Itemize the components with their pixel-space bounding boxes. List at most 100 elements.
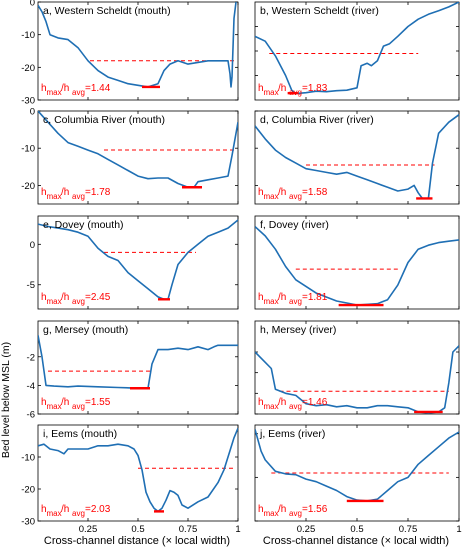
panel-d: d, Columbia River (river) h max/h avg =1.58 [254,110,460,205]
ratio-slash: /h [278,83,286,94]
panel-title: g, Mersey (mouth) [43,324,128,336]
panel-title: f, Dovey (river) [260,219,329,231]
ratio-subscript-max: max [264,88,279,97]
y-tick-label: -10 [21,30,35,41]
ratio-value: =2.03 [85,504,111,515]
y-tick-label: -30 [21,517,35,528]
bed-profile-line [38,219,238,301]
ratio-h: h [41,83,47,94]
ratio-subscript-avg: avg [72,402,85,411]
ratio-h: h [258,292,264,303]
y-tick-label: -2 [27,352,35,363]
y-tick-label: -6 [27,410,35,421]
bed-profile-line [38,427,238,513]
plot-area [38,335,238,390]
ratio-value: =1.56 [302,504,328,515]
ratio-value: =2.45 [85,292,111,303]
ratio-subscript-max: max [47,402,62,411]
plot-area [255,114,459,200]
y-tick-label: -10 [21,453,35,464]
plot-area [255,345,459,414]
ratio-subscript-avg: avg [289,192,302,201]
y-tick-label: 0 [30,0,35,9]
plot-area [38,427,238,513]
ratio-h: h [258,397,264,408]
ratio-slash: /h [61,397,69,408]
x-tick-label: 0.75 [399,524,418,535]
panel-title: c, Columbia River (mouth) [43,114,165,126]
ratio-subscript-max: max [47,297,62,306]
ratio-subscript-max: max [264,509,279,518]
ratio-h: h [41,397,47,408]
panel-f: f, Dovey (river) h max/h avg =1.81 [254,215,460,310]
ratio-slash: /h [61,292,69,303]
panel-title: a, Western Scheldt (mouth) [43,5,171,17]
x-tick-label: 0.5 [350,524,363,535]
bed-profile-line [38,111,238,189]
ratio-slash: /h [61,504,69,515]
bed-profile-line [255,429,459,502]
x-axis-label-right: Cross-channel distance (× local width) [263,535,449,547]
ratio-value: =1.58 [302,187,328,198]
plot-area [38,2,237,89]
plot-area [255,226,459,307]
plot-area [38,111,238,189]
x-tick-label: 0.75 [179,524,198,535]
y-tick-label: 0 [30,107,35,118]
y-tick-label: -5 [27,280,35,291]
x-tick-label: 0.5 [131,524,144,535]
bed-profile-line [38,2,237,88]
y-tick-label: -30 [21,96,35,107]
ratio-value: =1.78 [85,187,111,198]
ratio-subscript-max: max [47,509,62,518]
ratio-value: =1.81 [302,292,328,303]
ratio-value: =1.46 [302,397,328,408]
ratio-subscript-avg: avg [289,509,302,518]
ratio-subscript-max: max [47,88,62,97]
ratio-subscript-max: max [264,402,279,411]
ratio-subscript-avg: avg [289,402,302,411]
ratio-subscript-max: max [47,192,62,201]
panel-title: d, Columbia River (river) [260,114,374,126]
ratio-value: =1.83 [302,83,328,94]
ratio-h: h [41,292,47,303]
panel-e: -5 0 e, Dovey (mouth) h max/h avg =2.45 [27,215,239,310]
y-tick-label: -4 [27,381,35,392]
x-tick-label: 1 [456,524,461,535]
ratio-slash: /h [278,187,286,198]
ratio-subscript-max: max [264,192,279,201]
ratio-h: h [41,187,47,198]
ratio-subscript-avg: avg [72,297,85,306]
x-axis-label-left: Cross-channel distance (× local width) [44,535,230,547]
panel-title: i, Eems (mouth) [43,428,117,440]
panel-title: b, Western Scheldt (river) [260,5,379,17]
y-tick-label: 0 [30,240,35,251]
ratio-slash: /h [278,397,286,408]
ratio-h: h [258,83,264,94]
y-tick-label: -20 [21,485,35,496]
plot-area [38,219,238,301]
x-tick-label: 0.25 [297,524,316,535]
panel-c: -20 -10 0 c, Columbia River (mouth) h max/h av… [21,107,239,205]
panel-h: h, Mersey (river) h max/h avg =1.46 [254,320,460,415]
panel-g: -6 -4 -2 g, Mersey (mouth) h max/h avg =1.55 [27,320,239,421]
panel-b: b, Western Scheldt (river) h max/h avg =1.83 [254,1,460,101]
x-tick-label: 0.25 [79,524,98,535]
bed-profile-line [255,114,459,200]
panel-title: h, Mersey (river) [260,324,336,336]
ratio-slash: /h [61,83,69,94]
ratio-h: h [41,504,47,515]
ratio-value: =1.55 [85,397,111,408]
panel-title: e, Dovey (mouth) [43,219,124,231]
ratio-slash: /h [61,187,69,198]
ratio-slash: /h [278,292,286,303]
y-tick-label: -20 [21,63,35,74]
ratio-subscript-avg: avg [72,192,85,201]
ratio-subscript-avg: avg [72,88,85,97]
bed-profile-line [255,2,459,95]
bed-profile-line [255,226,459,306]
y-tick-label: -10 [21,144,35,155]
panel-a: -30 -20 -10 0 a, Western Scheldt (mouth) h max… [21,0,239,107]
